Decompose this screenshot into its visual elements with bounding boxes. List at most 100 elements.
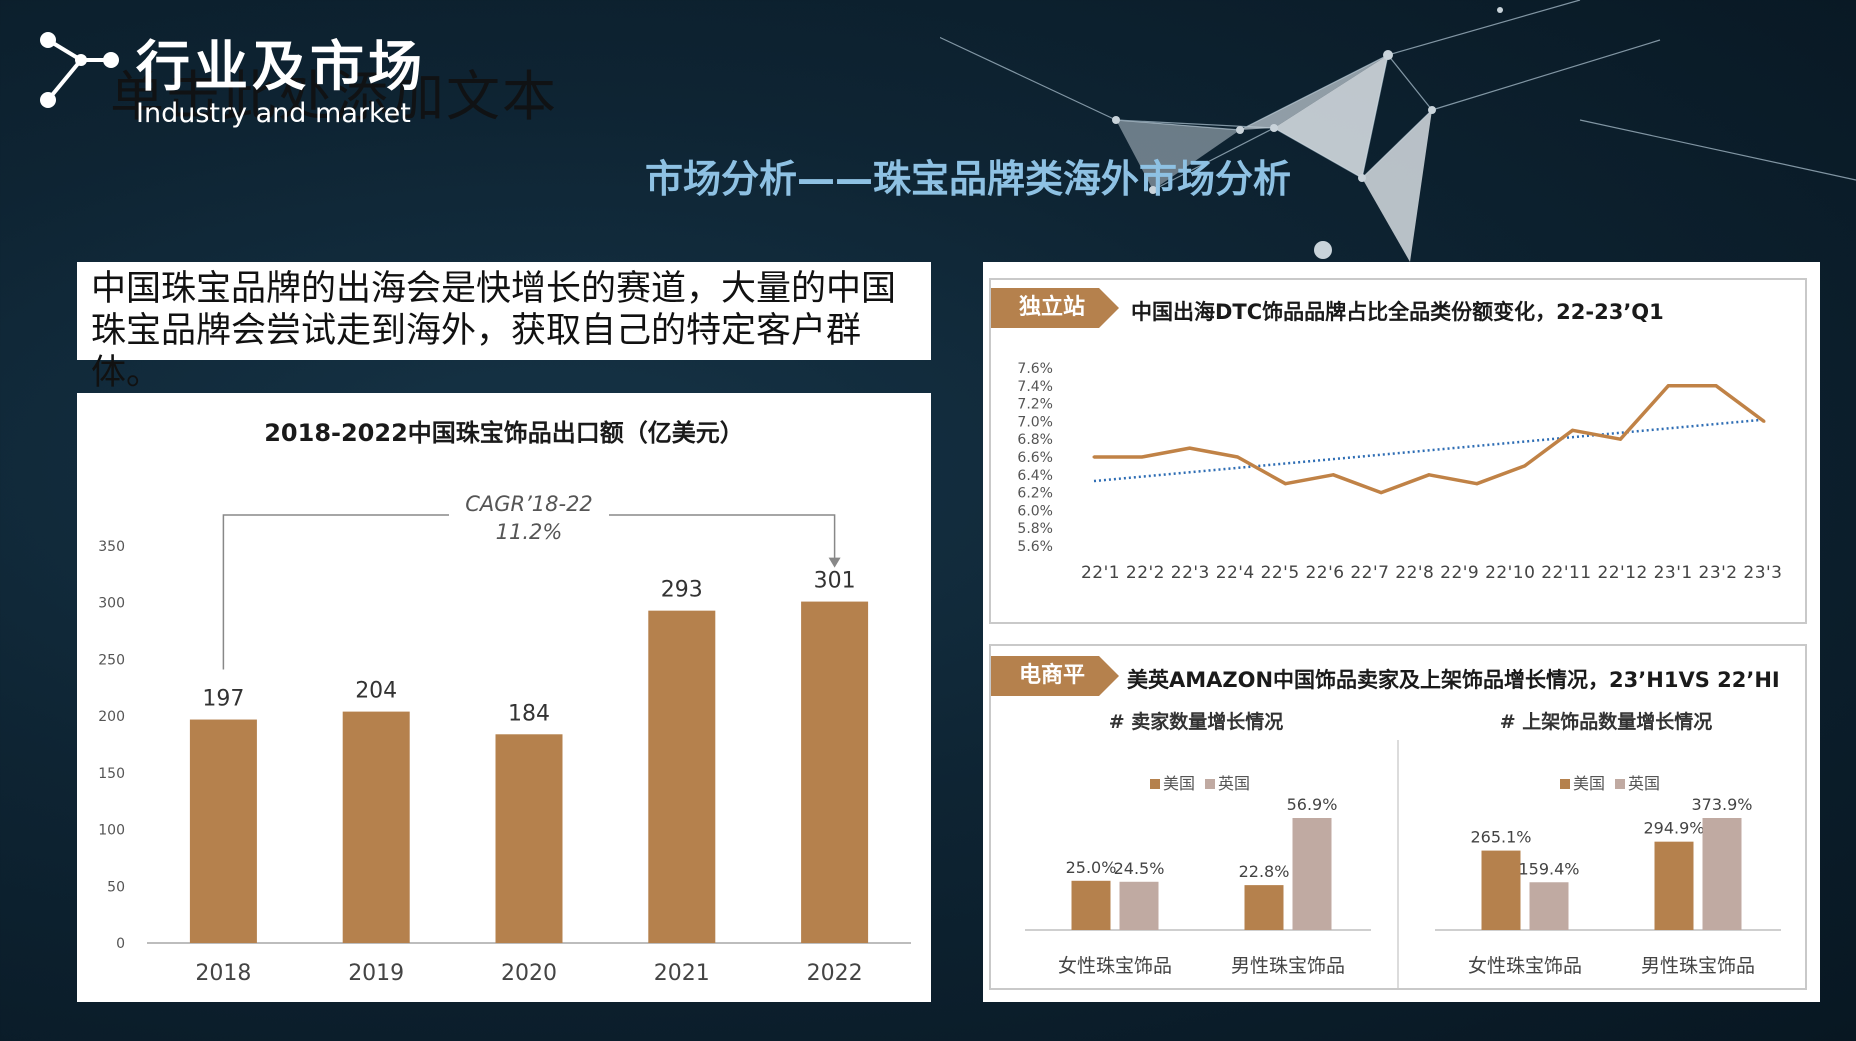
data-point	[1092, 455, 1096, 459]
cagr-value: 11.2%	[496, 520, 563, 544]
bar-value-label: 197	[202, 687, 244, 712]
share-series-line	[1094, 384, 1766, 495]
y-tick-label: 6.4%	[1017, 468, 1053, 484]
y-tick-label: 250	[98, 652, 125, 668]
y-tick-label: 5.8%	[1017, 521, 1053, 537]
bar	[1119, 881, 1159, 930]
intro-text: 中国珠宝品牌的出海会是快增长的赛道，大量的中国珠宝品牌会尝试走到海外，获取自己的…	[77, 262, 931, 393]
x-tick-labels: 22'1 22'2 22'3 22'4 22'5 22'6 22'7 22'8 …	[1081, 563, 1782, 583]
x-tick-label: 2022	[807, 961, 863, 986]
export-chart-title: 2018-2022中国珠宝饰品出口额（亿美元）	[264, 419, 744, 447]
y-tick-label: 7.0%	[1017, 414, 1053, 430]
bar	[801, 601, 869, 943]
y-tick-label: 6.2%	[1017, 486, 1053, 502]
legend-swatch-us	[1150, 779, 1160, 789]
category-label: 女性珠宝饰品	[1058, 955, 1172, 977]
y-tick-label: 200	[98, 709, 125, 725]
ecommerce-tag: 电商平台	[991, 656, 1119, 728]
y-tick-label: 6.6%	[1017, 450, 1053, 466]
category-label: 女性珠宝饰品	[1468, 955, 1582, 977]
bar-value-label: 301	[814, 569, 856, 594]
bar-value-label: 184	[508, 701, 550, 726]
bar-value-label: 204	[355, 679, 397, 704]
market-charts-panel: 独立站 中国出海DTC饰品品牌占比全品类份额变化，22-23’Q1 5.6% 5.…	[983, 262, 1820, 1002]
export-chart-panel: 2018-2022中国珠宝饰品出口额（亿美元） 0 50 100 150 200 250 30…	[77, 393, 931, 1002]
data-point	[1523, 464, 1527, 468]
y-tick-label: 350	[98, 539, 125, 555]
data-point	[1283, 482, 1287, 486]
y-tick-label: 7.4%	[1017, 379, 1053, 395]
x-tick-label: 2019	[348, 961, 404, 986]
dtc-line-chart: 5.6% 5.8% 6.0%6.2% 6.4% 6.6% 6.8% 7.0%7.2% 7.4%…	[1017, 361, 1782, 583]
legend-label-uk: 英国	[1628, 774, 1660, 793]
bar-value-label: 265.1%	[1470, 828, 1531, 847]
page-title-english: Industry and market	[136, 98, 411, 129]
bar-value-label: 159.4%	[1518, 859, 1579, 878]
bar	[1481, 850, 1521, 930]
y-tick-label: 50	[107, 879, 125, 895]
data-point	[1618, 437, 1622, 441]
y-tick-label: 7.2%	[1017, 397, 1053, 413]
bar	[495, 734, 563, 943]
category-label: 男性珠宝饰品	[1231, 955, 1345, 977]
bar	[648, 610, 716, 943]
bar-value-label: 24.5%	[1114, 859, 1165, 878]
bar-value-label: 293	[661, 578, 703, 603]
cagr-label: CAGR’18-22	[465, 492, 593, 516]
dtc-tag: 独立站	[991, 288, 1119, 328]
subchart-title: # 卖家数量增长情况	[1109, 710, 1284, 733]
y-tick-label: 5.6%	[1017, 539, 1053, 555]
cagr-bracket-right	[609, 514, 836, 560]
bar	[342, 711, 410, 943]
dtc-chart-title: 中国出海DTC饰品品牌占比全品类份额变化，22-23’Q1	[1131, 300, 1664, 324]
y-tick-label: 6.0%	[1017, 503, 1053, 519]
legend-label-us: 美国	[1163, 774, 1195, 793]
arrow-down-icon	[828, 557, 841, 568]
legend-label-uk: 英国	[1218, 774, 1250, 793]
bar-value-label: 373.9%	[1691, 795, 1752, 814]
y-tick-label: 7.6%	[1017, 361, 1053, 377]
trend-line	[1093, 418, 1765, 483]
bar-value-label: 294.9%	[1643, 819, 1704, 838]
y-tick-label: 100	[98, 823, 125, 839]
y-tick-label: 6.8%	[1017, 432, 1053, 448]
data-point	[1140, 455, 1144, 459]
legend-swatch-uk	[1205, 779, 1215, 789]
page-title: 行业及市场	[136, 35, 426, 98]
bar-value-label: 25.0%	[1066, 858, 1117, 877]
placeholder-ghost-text: 单击此处添加文本	[110, 65, 558, 128]
section-subtitle: 市场分析——珠宝品牌类海外市场分析	[644, 157, 1291, 201]
data-point	[1475, 482, 1479, 486]
amazon-growth-box: 电商平台 美英AMAZON中国饰品卖家及上架饰品增长情况，23’H1VS 22’…	[989, 644, 1807, 990]
data-point	[1666, 384, 1670, 388]
data-point	[1762, 419, 1766, 423]
data-point	[1331, 473, 1335, 477]
dtc-share-box: 独立站 中国出海DTC饰品品牌占比全品类份额变化，22-23’Q1 5.6% 5.…	[989, 278, 1807, 624]
network-decoration	[940, 0, 1856, 262]
cagr-bracket-left	[222, 514, 449, 670]
x-tick-label: 2020	[501, 961, 557, 986]
bar	[1654, 841, 1694, 930]
data-point	[1379, 491, 1383, 495]
bar	[189, 719, 257, 943]
legend-swatch-us	[1560, 779, 1570, 789]
bar-value-label: 22.8%	[1239, 862, 1290, 881]
category-label: 男性珠宝饰品	[1641, 955, 1755, 977]
data-point	[1571, 428, 1575, 432]
bar	[1529, 882, 1569, 930]
legend-swatch-uk	[1615, 779, 1625, 789]
molecule-logo-icon	[40, 32, 119, 108]
data-point	[1427, 473, 1431, 477]
bar	[1071, 880, 1111, 930]
y-tick-label: 0	[116, 936, 125, 952]
subchart-title: # 上架饰品数量增长情况	[1500, 710, 1713, 733]
legend-label-us: 美国	[1573, 774, 1605, 793]
bar	[1292, 818, 1332, 930]
bar	[1702, 818, 1742, 930]
data-point	[1236, 455, 1240, 459]
y-tick-label: 150	[98, 766, 125, 782]
bar-value-label: 56.9%	[1287, 795, 1338, 814]
y-tick-label: 300	[98, 596, 125, 612]
data-point	[1714, 384, 1718, 388]
